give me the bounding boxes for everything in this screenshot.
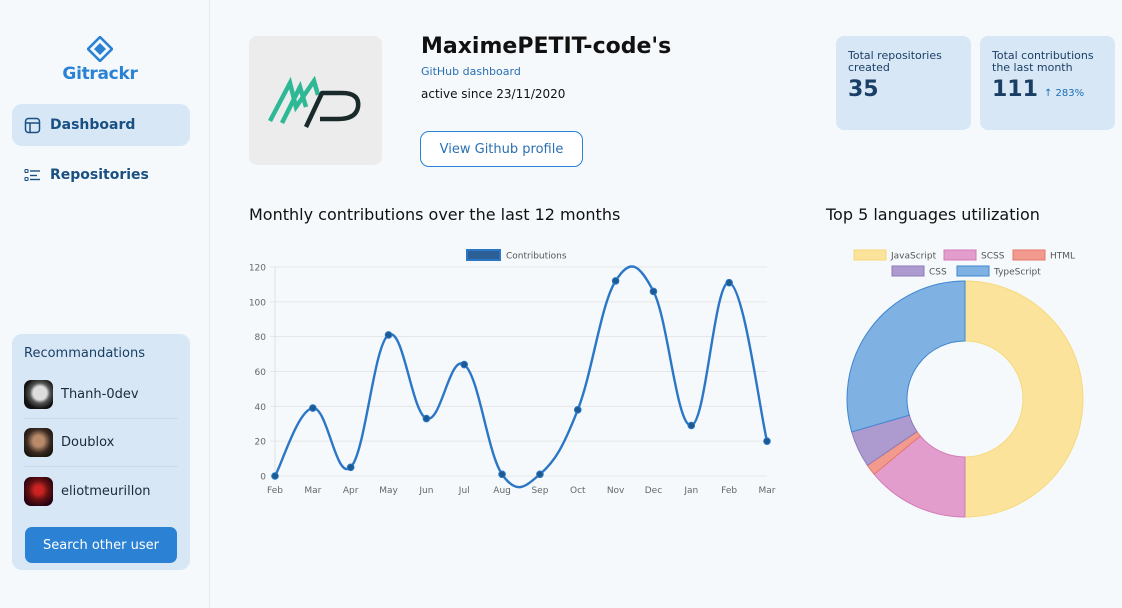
recommended-user-name: Thanh-0dev: [61, 387, 139, 402]
x-tick-label: Apr: [343, 486, 359, 496]
y-tick-label: 0: [260, 473, 266, 483]
x-tick-label: Jan: [683, 486, 698, 496]
legend-swatch: [891, 265, 925, 277]
pie-chart-title: Top 5 languages utilization: [826, 205, 1040, 224]
stat-label: Total contributions the last month: [992, 49, 1094, 75]
contributions-series-line: [273, 265, 769, 489]
y-tick-label: 100: [249, 298, 266, 308]
data-point: [271, 472, 279, 480]
legend-item: SCSS: [943, 249, 1005, 262]
data-point: [460, 360, 469, 369]
data-point: [573, 406, 582, 414]
recommended-user[interactable]: Doublox: [24, 419, 178, 467]
legend-label: HTML: [1050, 252, 1075, 262]
total-repositories-card: Total repositories created 35: [836, 36, 971, 130]
layout-icon: [24, 117, 41, 133]
legend-swatch: [956, 265, 990, 277]
avatar: [24, 380, 53, 409]
legend-item: HTML: [1012, 249, 1075, 262]
x-tick-label: Mar: [304, 486, 321, 496]
legend-swatch: [466, 249, 501, 261]
total-contributions-card: Total contributions the last month 111 ↑…: [980, 36, 1115, 130]
legend-item: JavaScript: [853, 249, 937, 262]
data-point: [498, 470, 506, 479]
languages-donut-chart: JavaScript SCSS HTML CSS TypeScript: [846, 249, 1084, 518]
y-tick-label: 20: [255, 438, 267, 448]
legend-label: SCSS: [981, 252, 1005, 262]
x-tick-label: May: [379, 486, 398, 496]
line-chart-title: Monthly contributions over the last 12 m…: [249, 205, 621, 224]
x-tick-label: Aug: [493, 486, 511, 496]
profile-picture: [249, 36, 382, 165]
mp-logo-icon: [267, 75, 360, 128]
avatar: [24, 428, 53, 457]
recommendations-title: Recommandations: [24, 346, 145, 361]
x-tick-label: Feb: [721, 486, 737, 496]
legend-item: CSS: [891, 265, 947, 278]
search-other-user-button[interactable]: Search other user: [25, 527, 177, 563]
profile-subtitle: GitHub dashboard: [421, 65, 521, 78]
app-name: Gitrackr: [62, 64, 138, 84]
data-point: [384, 331, 393, 339]
legend-label: TypeScript: [993, 268, 1041, 278]
data-point: [649, 287, 658, 296]
recommended-user[interactable]: Thanh-0dev: [24, 371, 178, 419]
stat-value: 35: [848, 77, 879, 103]
pie-slice-typescript: [846, 280, 966, 433]
stat-label: Total repositories created: [848, 49, 942, 75]
stat-delta: ↑ 283%: [1044, 88, 1084, 99]
legend-swatch: [943, 249, 977, 261]
x-tick-label: Jun: [418, 486, 433, 496]
x-tick-label: Dec: [645, 486, 662, 496]
recommended-user-name: Doublox: [61, 435, 115, 450]
legend-label: CSS: [929, 268, 947, 278]
x-tick-label: Feb: [267, 486, 283, 496]
data-point: [422, 414, 431, 423]
x-tick-label: Mar: [759, 486, 776, 496]
legend-label: Contributions: [506, 252, 567, 262]
sidebar: Gitrackr Dashboard Repositories Recomman…: [0, 0, 210, 608]
data-point: [687, 421, 696, 430]
recommended-user[interactable]: eliotmeurillon: [24, 467, 178, 515]
stat-delta-value: 283%: [1055, 88, 1085, 100]
y-tick-label: 120: [249, 264, 266, 274]
y-tick-label: 40: [255, 403, 267, 413]
data-point: [536, 470, 544, 479]
recommendations-panel: Recommandations Thanh-0dev Doublox eliot…: [12, 334, 190, 570]
x-tick-label: Oct: [570, 486, 586, 496]
recommended-user-name: eliotmeurillon: [61, 483, 151, 499]
legend-swatch: [1012, 249, 1046, 261]
pie-slice-javascript: [964, 280, 1084, 518]
data-point: [725, 278, 733, 287]
y-tick-label: 60: [255, 368, 267, 378]
list-icon: [24, 168, 40, 181]
x-tick-label: Sep: [531, 486, 548, 496]
arrow-up-icon: ↑: [1043, 88, 1053, 100]
data-point: [309, 404, 317, 412]
contributions-line-chart: 0 20 40 60 80 100 120 Feb Mar Apr May Jun Jul Aug Sep O…: [249, 249, 776, 496]
nav-item-dashboard[interactable]: Dashboard: [12, 104, 190, 146]
nav-repositories-label: Repositories: [50, 167, 149, 183]
data-point: [763, 437, 771, 445]
legend-label: JavaScript: [890, 252, 937, 262]
nav-dashboard-label: Dashboard: [50, 117, 136, 133]
stat-value: 111: [992, 77, 1038, 103]
profile-username: MaximePETIT-code's: [421, 34, 672, 59]
active-since: active since 23/11/2020: [421, 87, 566, 101]
view-github-profile-button[interactable]: View Github profile: [420, 131, 583, 167]
y-tick-label: 80: [255, 333, 267, 343]
data-point: [346, 463, 355, 472]
data-point: [611, 277, 620, 285]
legend-item: TypeScript: [956, 265, 1041, 278]
diamond-logo-icon: [87, 36, 113, 62]
x-tick-label: Nov: [607, 486, 625, 496]
app-logo[interactable]: Gitrackr: [60, 36, 140, 84]
chart-legend: Contributions: [466, 249, 567, 262]
avatar: [24, 476, 53, 506]
x-tick-label: Jul: [458, 486, 470, 496]
legend-swatch: [853, 249, 887, 261]
nav-item-repositories[interactable]: Repositories: [12, 154, 190, 196]
